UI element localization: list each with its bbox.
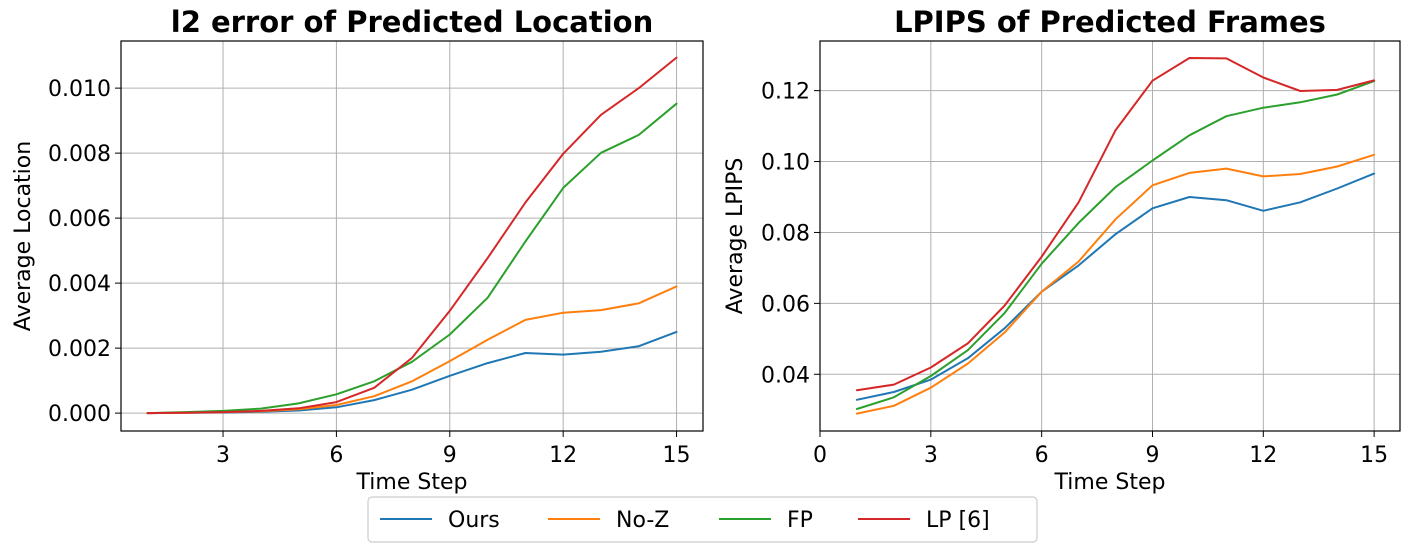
y-tick-label: 0.10 <box>761 151 810 176</box>
y-tick-label: 0.12 <box>761 80 810 105</box>
y-tick-label: 0.000 <box>48 402 111 427</box>
y-axis-label: Average LPIPS <box>723 158 748 315</box>
x-tick-label: 15 <box>663 443 691 468</box>
x-tick-label: 9 <box>1145 443 1159 468</box>
series-line-no-z <box>146 285 678 415</box>
x-tick-label: 6 <box>1035 443 1049 468</box>
y-tick-label: 0.008 <box>48 142 111 167</box>
y-tick-label: 0.010 <box>48 77 111 102</box>
x-tick-label: 15 <box>1360 443 1388 468</box>
grid <box>820 41 1400 431</box>
series-line-no-z <box>855 153 1376 415</box>
y-tick-label: 0.006 <box>48 207 111 232</box>
x-tick-label: 12 <box>1249 443 1277 468</box>
grid <box>121 41 703 431</box>
legend-items: Ours No-Z FP LP [6] <box>380 508 990 533</box>
series-line-ours <box>855 172 1376 401</box>
legend-label: No-Z <box>616 508 669 533</box>
series-line-fp <box>855 80 1376 410</box>
y-tick-label: 0.08 <box>761 221 810 246</box>
y-tick-label: 0.04 <box>761 363 810 388</box>
y-tick-label: 0.004 <box>48 272 111 297</box>
chart-title: LPIPS of Predicted Frames <box>894 5 1326 39</box>
x-tick-label: 0 <box>813 443 827 468</box>
legend-box <box>367 496 1038 543</box>
chart-title: l2 error of Predicted Location <box>171 5 653 39</box>
x-tick-label: 6 <box>329 443 343 468</box>
x-tick-label: 12 <box>549 443 577 468</box>
x-tick-label: 3 <box>216 443 230 468</box>
y-axis-label: Average Location <box>11 141 36 331</box>
legend-label: FP <box>787 508 813 533</box>
y-ticks: 0.000 0.002 0.004 0.006 0.008 0.010 <box>48 77 121 427</box>
series-line-fp <box>146 102 678 415</box>
legend-label: Ours <box>448 508 500 533</box>
legend: Ours No-Z FP LP [6] <box>367 496 1038 543</box>
y-ticks: 0.04 0.06 0.08 0.10 0.12 <box>761 80 820 388</box>
y-tick-label: 0.002 <box>48 337 111 362</box>
x-ticks: 3 6 9 12 15 <box>216 431 691 468</box>
series-line-lp-6 <box>146 56 678 415</box>
series-line-lp-6 <box>855 57 1376 392</box>
plot-frame <box>819 40 1401 432</box>
series-line-ours <box>146 330 678 415</box>
x-tick-label: 9 <box>443 443 457 468</box>
legend-label: LP [6] <box>926 508 990 533</box>
y-tick-label: 0.06 <box>761 292 810 317</box>
series-group <box>146 56 678 415</box>
plot-frame <box>120 40 704 432</box>
x-axis-label: Time Step <box>1054 470 1166 495</box>
series-group <box>855 57 1376 415</box>
x-axis-label: Time Step <box>356 470 468 495</box>
x-ticks: 0 3 6 9 12 15 <box>813 431 1388 468</box>
lpips-chart: LPIPS of Predicted Frames 0 3 6 9 12 15 0.040… <box>723 5 1401 495</box>
location-error-chart: l2 error of Predicted Location 3 6 9 12 15 0… <box>11 5 704 495</box>
x-tick-label: 3 <box>924 443 938 468</box>
